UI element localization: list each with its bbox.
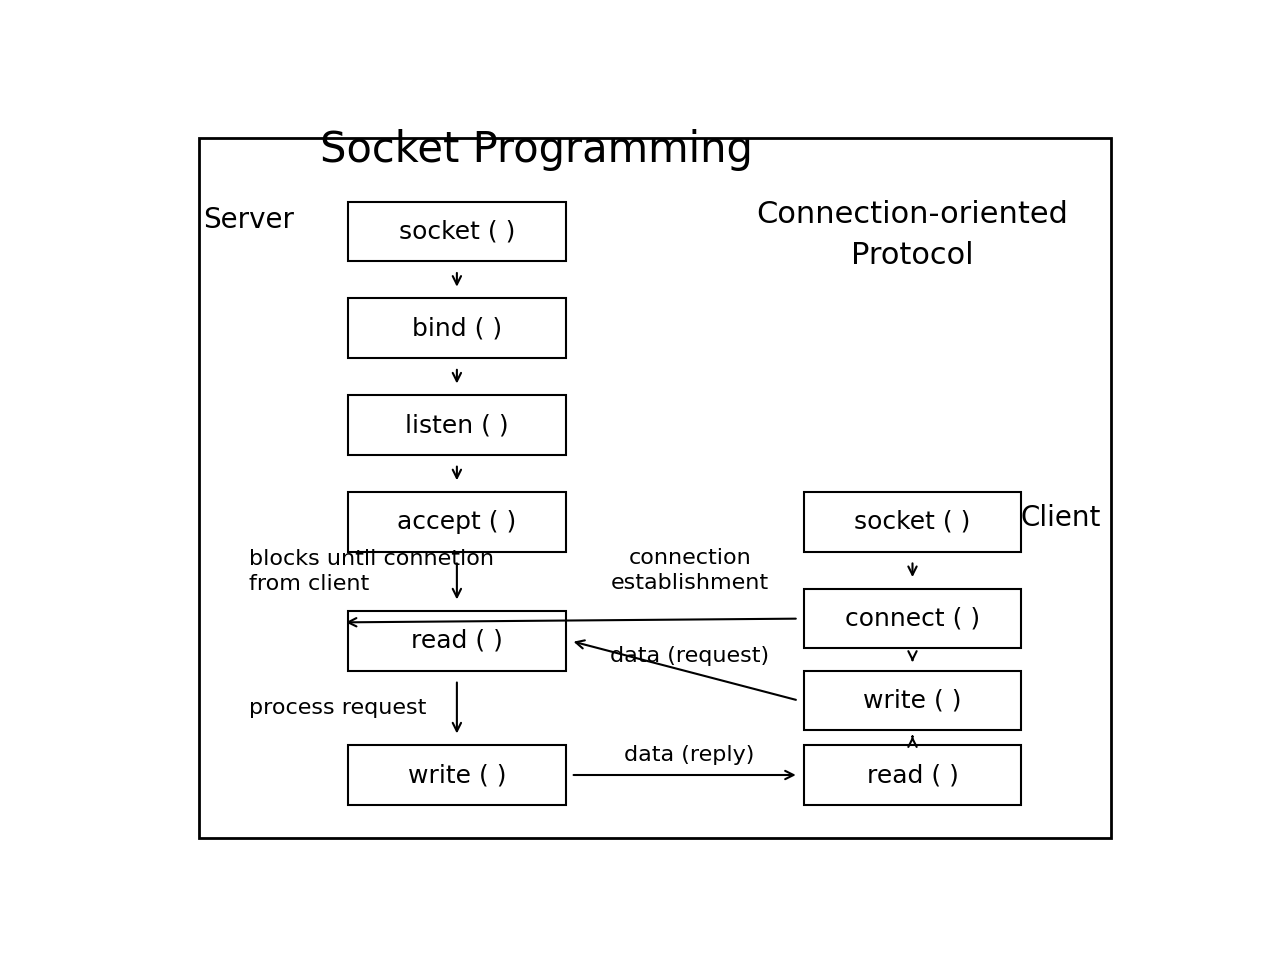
Text: read ( ): read ( )	[866, 763, 958, 787]
Text: read ( ): read ( )	[412, 629, 502, 653]
Text: data (reply): data (reply)	[625, 745, 755, 765]
Bar	[348, 746, 566, 805]
Text: Client: Client	[1021, 504, 1102, 532]
Bar	[348, 299, 566, 358]
Text: connection
establishment: connection establishment	[611, 548, 768, 593]
Bar	[804, 492, 1021, 551]
Text: data (request): data (request)	[610, 646, 769, 666]
Text: socket ( ): socket ( )	[399, 220, 515, 244]
Bar	[804, 589, 1021, 649]
Text: accept ( ): accept ( )	[397, 510, 516, 534]
Bar	[348, 492, 566, 551]
Bar	[348, 396, 566, 454]
Text: listen ( ): listen ( )	[405, 413, 509, 437]
Text: bind ( ): bind ( )	[412, 316, 502, 340]
Text: write ( ): write ( )	[408, 763, 506, 787]
Text: process request: process request	[249, 698, 427, 718]
Text: Connection-oriented
Protocol: Connection-oriented Protocol	[757, 200, 1068, 270]
Bar	[804, 746, 1021, 805]
Text: socket ( ): socket ( )	[854, 510, 971, 534]
Bar	[804, 671, 1021, 730]
Text: Socket Programming: Socket Programming	[320, 129, 753, 170]
Text: connect ( ): connect ( )	[845, 606, 980, 630]
Text: write ( ): write ( )	[863, 689, 962, 713]
Text: blocks until connetion
from client: blocks until connetion from client	[249, 549, 493, 594]
Bar	[348, 611, 566, 671]
Bar	[348, 202, 566, 261]
Text: Server: Server	[203, 206, 294, 234]
